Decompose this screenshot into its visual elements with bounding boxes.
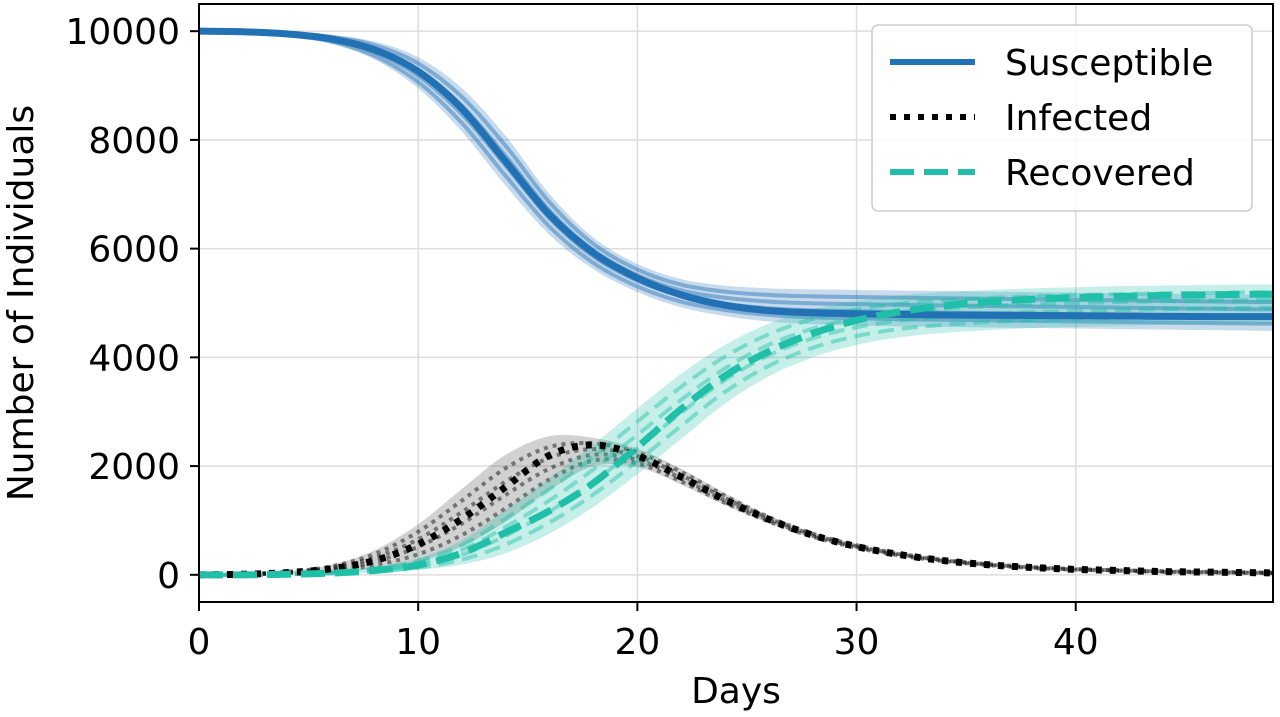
susceptible-band [199,31,1273,331]
infected-realization-line [198,447,1274,577]
y-tick-label: 4000 [88,338,180,379]
recovered-mean-line [198,290,1274,579]
susceptible-realization-line [198,29,1274,305]
legend-recovered-label: Recovered [1005,153,1195,194]
y-tick-label: 8000 [88,121,180,162]
x-tick-label: 20 [614,622,660,663]
legend-infected-label: Infected [1005,98,1152,139]
y-tick-label: 10000 [65,12,180,53]
y-tick-label: 6000 [88,230,180,271]
plot-frame [198,3,1274,603]
axis-ticks: 0 10 20 30 40 0 2000 4000 6000 8000 10000 [65,12,1098,663]
y-tick-label: 0 [157,556,180,597]
legend-box [871,24,1253,212]
infected-band [199,434,1273,575]
x-tick-label: 30 [834,622,880,663]
x-tick-label: 10 [395,622,441,663]
y-tick-label: 2000 [88,447,180,488]
infected-realization-line [198,457,1274,577]
legend-susceptible-label: Susceptible [1005,43,1213,84]
legend: Susceptible Infected Recovered [871,24,1253,212]
x-axis-label: Days [691,671,781,712]
x-tick-label: 0 [188,622,211,663]
susceptible-realization-line [198,29,1274,326]
x-tick-label: 40 [1053,622,1099,663]
series-lines [198,27,1274,579]
susceptible-mean-line [198,27,1273,321]
infected-realization-line [198,452,1274,577]
y-axis-label: Number of Individuals [1,105,42,501]
